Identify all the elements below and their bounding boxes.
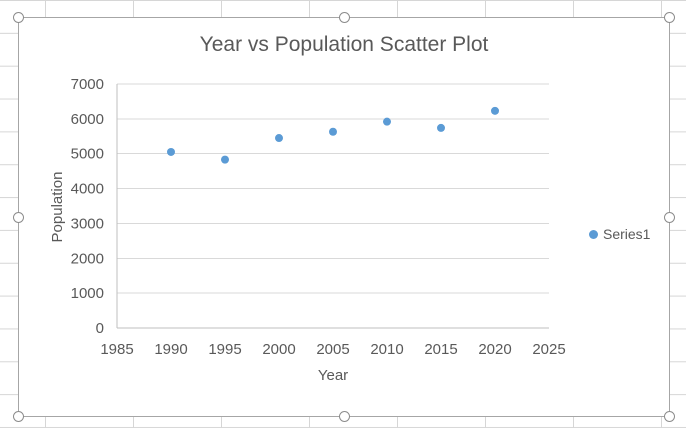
data-point[interactable] bbox=[167, 147, 175, 156]
series-points[interactable] bbox=[167, 106, 499, 164]
x-tick-label[interactable]: 2010 bbox=[370, 341, 403, 358]
resize-handle-top-left[interactable] bbox=[13, 12, 24, 23]
x-tick-label[interactable]: 2015 bbox=[424, 341, 457, 358]
resize-handle-bottom-center[interactable] bbox=[338, 411, 350, 422]
x-tick-label[interactable]: 1990 bbox=[154, 341, 187, 358]
legend[interactable]: Series1 bbox=[589, 226, 650, 242]
y-tick-label[interactable]: 2000 bbox=[71, 250, 104, 267]
axis-lines bbox=[116, 84, 549, 329]
resize-handle-top-center[interactable] bbox=[338, 12, 350, 23]
y-tick-label[interactable]: 0 bbox=[96, 320, 104, 337]
x-axis-title[interactable]: Year bbox=[317, 367, 349, 384]
resize-handle-middle-right[interactable] bbox=[664, 211, 675, 223]
data-point[interactable] bbox=[437, 123, 445, 132]
y-axis-title[interactable]: Population bbox=[49, 171, 66, 243]
x-tick-label[interactable]: 1985 bbox=[100, 341, 133, 358]
chart-title[interactable]: Year vs Population Scatter Plot bbox=[199, 33, 489, 56]
y-tick-label[interactable]: 7000 bbox=[71, 76, 104, 93]
y-tick-label[interactable]: 4000 bbox=[71, 181, 104, 198]
x-tick-label[interactable]: 2005 bbox=[316, 341, 349, 358]
x-tick-label[interactable]: 2020 bbox=[478, 341, 511, 358]
legend-series-label: Series1 bbox=[603, 226, 651, 242]
data-point[interactable] bbox=[221, 155, 229, 164]
data-point[interactable] bbox=[491, 106, 499, 115]
data-point[interactable] bbox=[383, 117, 391, 126]
data-point[interactable] bbox=[329, 127, 337, 136]
resize-handle-bottom-right[interactable] bbox=[664, 411, 675, 422]
y-tick-label[interactable]: 3000 bbox=[71, 215, 104, 232]
x-tick-label[interactable]: 2000 bbox=[262, 341, 295, 358]
y-tick-label[interactable]: 1000 bbox=[71, 285, 104, 302]
x-axis-tick-labels[interactable]: 1985 1990 1995 2000 2005 2010 2015 2020 2025 bbox=[100, 341, 565, 358]
chart-object[interactable]: Year vs Population Scatter Plot 0 1000 200… bbox=[13, 12, 675, 422]
plot-gridlines bbox=[117, 83, 549, 294]
plot-area-svg[interactable]: 0 1000 2000 3000 4000 5000 6000 7000 1985 1990 199… bbox=[19, 18, 669, 416]
resize-handle-top-right[interactable] bbox=[664, 12, 675, 23]
x-tick-label[interactable]: 1995 bbox=[208, 341, 241, 358]
legend-marker-icon bbox=[589, 229, 598, 239]
resize-handle-bottom-left[interactable] bbox=[13, 411, 24, 422]
y-tick-label[interactable]: 5000 bbox=[71, 146, 104, 163]
resize-handle-middle-left[interactable] bbox=[13, 211, 24, 223]
data-point[interactable] bbox=[275, 134, 283, 143]
y-tick-label[interactable]: 6000 bbox=[71, 111, 104, 128]
y-axis-tick-labels[interactable]: 0 1000 2000 3000 4000 5000 6000 7000 bbox=[71, 76, 104, 337]
x-tick-label[interactable]: 2025 bbox=[532, 341, 565, 358]
